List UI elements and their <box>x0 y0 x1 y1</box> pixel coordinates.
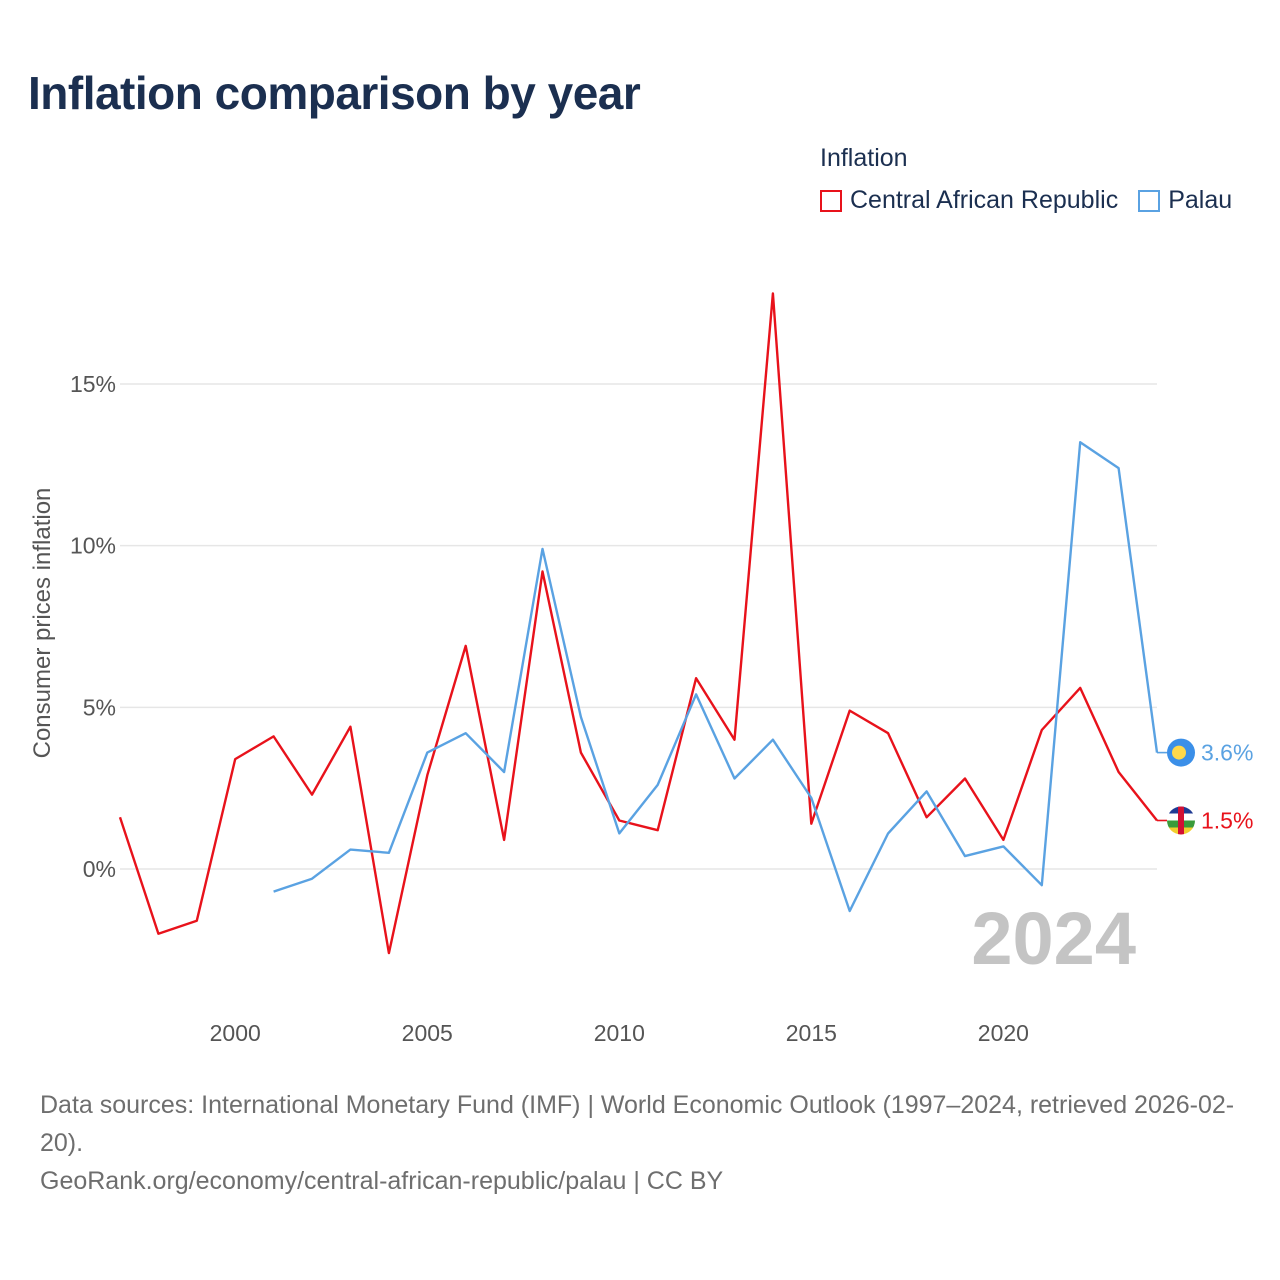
x-tick-label: 2005 <box>402 1020 453 1046</box>
x-tick-label: 2010 <box>594 1020 645 1046</box>
series-line-palau <box>273 441 1159 913</box>
data-sources: Data sources: International Monetary Fun… <box>40 1091 1235 1157</box>
central-african-republic-flag-icon[interactable] <box>1167 806 1195 835</box>
series-lines: 1.5% 3.6% <box>118 292 1253 955</box>
legend-swatch-palau <box>1138 189 1161 212</box>
y-axis-label: Consumer prices inflation <box>29 488 56 759</box>
legend-item-central-african-republic[interactable]: Central African Republic <box>820 186 1118 215</box>
x-axis-ticks: 2000 2005 2010 2015 2020 <box>210 1020 1029 1046</box>
legend-label-central-african-republic: Central African Republic <box>850 186 1119 214</box>
palau-flag-icon[interactable] <box>1167 738 1195 767</box>
x-tick-label: 2020 <box>978 1020 1029 1046</box>
chart-title: Inflation comparison by year <box>28 67 641 119</box>
end-value-label-central-african-republic: 1.5% <box>1201 808 1253 834</box>
legend-title: Inflation <box>820 144 908 172</box>
y-tick-label: 10% <box>70 533 116 559</box>
x-tick-label: 2000 <box>210 1020 261 1046</box>
y-tick-label: 5% <box>83 694 116 720</box>
source-url[interactable]: GeoRank.org/economy/central-african-repu… <box>40 1167 724 1195</box>
legend-swatch-central-african-republic <box>820 189 842 212</box>
legend-item-palau[interactable]: Palau <box>1138 186 1232 215</box>
y-tick-label: 0% <box>83 856 116 882</box>
gridlines <box>120 383 1157 870</box>
end-markers <box>1167 738 1195 835</box>
line-chart: 0% 5% 10% 15% 2000 2005 2010 2015 2020 Consumer… <box>29 292 1253 1046</box>
x-tick-label: 2015 <box>786 1020 837 1046</box>
y-axis-ticks: 0% 5% 10% 15% <box>70 371 116 882</box>
legend-label-palau: Palau <box>1168 186 1233 214</box>
y-tick-label: 15% <box>70 371 116 397</box>
legend: Central African Republic Palau <box>820 186 1232 215</box>
end-value-label-palau: 3.6% <box>1201 740 1253 766</box>
series-line-central-african-republic <box>118 292 1158 955</box>
current-year-label: 2024 <box>971 897 1136 980</box>
footer: Data sources: International Monetary Fun… <box>40 1086 1250 1200</box>
